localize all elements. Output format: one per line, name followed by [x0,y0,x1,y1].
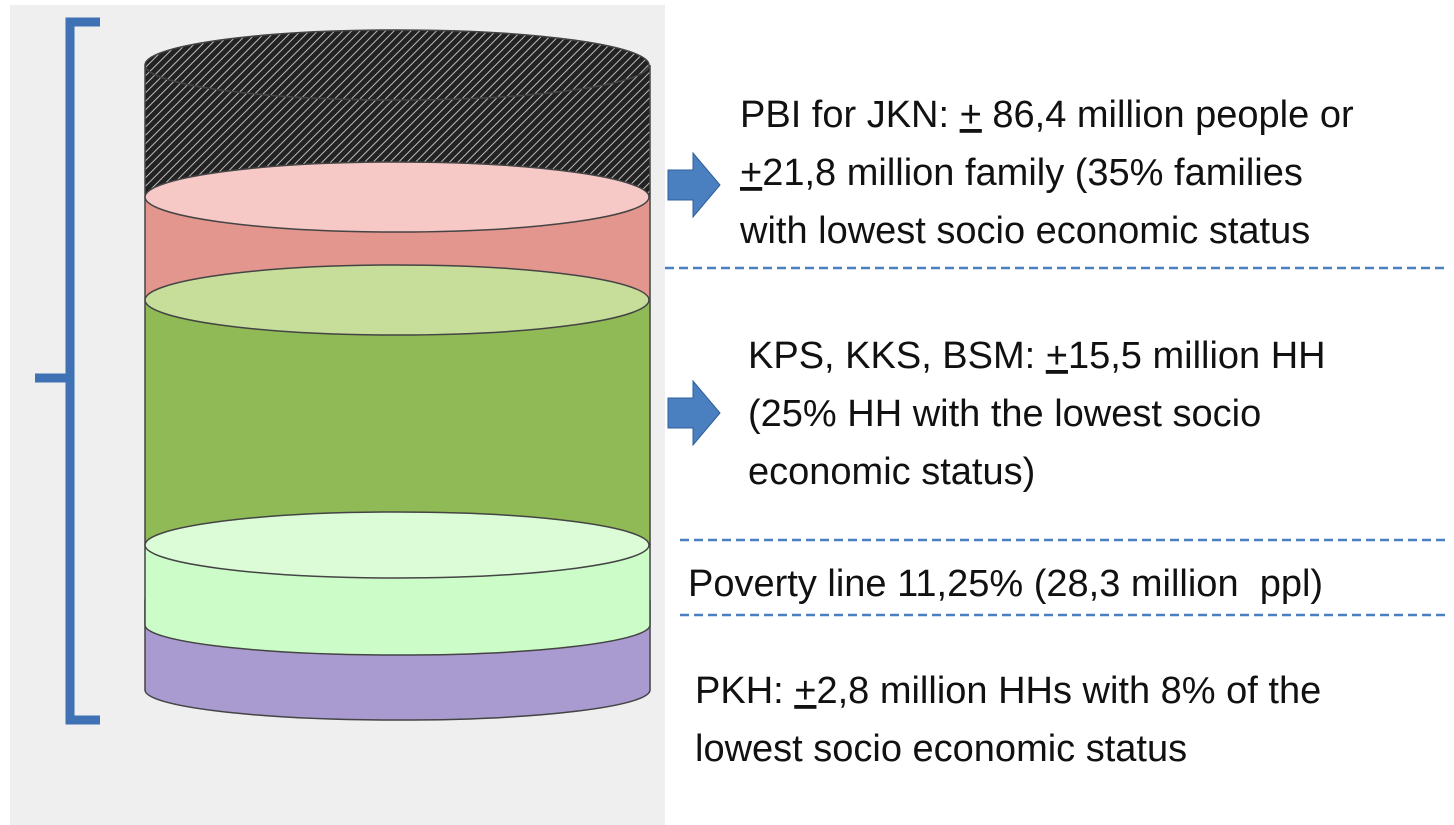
label-text: lowest socio economic status [695,728,1187,770]
bracket [35,17,100,725]
label-line: (25% HH with the lowest socio [748,393,1261,435]
label-text: PBI for JKN: [740,94,960,136]
ellipse-top [144,29,650,101]
label-text: (25% HH with the lowest socio [748,393,1261,435]
layer-green [145,300,650,545]
label-line: economic status) [748,451,1035,493]
plus-minus-sign: + [794,670,816,712]
layer-black [145,65,650,197]
plus-minus-sign: + [960,94,982,136]
label-line: lowest socio economic status [695,728,1187,770]
label-text: 2,8 million HHs with 8% of the [816,670,1321,712]
label-line: Poverty line 11,25% (28,3 million ppl) [688,563,1323,605]
arrow [667,379,721,447]
label-text: 21,8 million family (35% families [762,152,1303,194]
ellipse-light-green [144,511,650,579]
label-text: PKH: [695,670,794,712]
label-text: with lowest socio economic status [739,210,1310,252]
arrow [667,151,721,219]
label-line: PBI for JKN: + 86,4 million people or [740,94,1354,136]
label-line: with lowest socio economic status [739,210,1310,252]
label-text: Poverty line 11,25% (28,3 million ppl) [688,563,1323,605]
plus-minus-sign: + [1046,335,1068,377]
label-line: +21,8 million family (35% families [740,152,1303,194]
label-text: economic status) [748,451,1035,493]
label-line: PKH: +2,8 million HHs with 8% of the [695,670,1321,712]
label-text: 86,4 million people or [982,94,1354,136]
ellipse-green [144,264,650,336]
ellipse-pink [144,161,650,233]
label-text: 15,5 million HH [1068,335,1326,377]
plus-minus-sign: + [740,152,762,194]
cylinder [144,29,651,721]
label-text: KPS, KKS, BSM: [748,335,1046,377]
label-line: KPS, KKS, BSM: +15,5 million HH [748,335,1326,377]
